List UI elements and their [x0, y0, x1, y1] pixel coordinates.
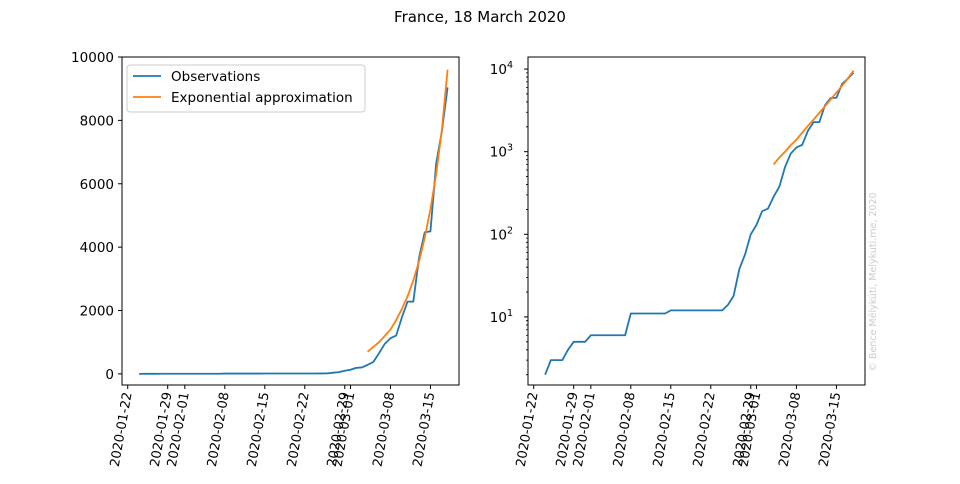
y-tick-label-base: 10 — [490, 145, 507, 161]
legend-label-exponential-approximation: Exponential approximation — [171, 90, 353, 106]
y-tick-label-base: 4000 — [80, 240, 114, 256]
y-tick-label-exponent: 2 — [507, 225, 513, 236]
y-tick-label-base: 6000 — [80, 177, 114, 193]
watermark-text: © Bence Mélykúti, Melykuti.me, 2020 — [868, 192, 879, 371]
y-tick-label-base: 0 — [105, 367, 114, 383]
y-tick-label: 10000 — [71, 50, 114, 66]
y-tick-label: 6000 — [80, 177, 114, 193]
y-tick-label-base: 10 — [490, 62, 507, 78]
y-tick-label: 2000 — [80, 304, 114, 320]
figure-title: France, 18 March 2020 — [394, 8, 566, 26]
y-tick-label-exponent: 1 — [507, 308, 513, 319]
legend-label-observations: Observations — [171, 69, 260, 85]
y-tick-label: 0 — [105, 367, 114, 383]
y-tick-label-base: 10000 — [71, 50, 114, 66]
y-tick-label-base: 10 — [490, 227, 507, 243]
y-tick-label: 4000 — [80, 240, 114, 256]
y-tick-label-exponent: 3 — [507, 143, 513, 154]
y-tick-label-exponent: 4 — [507, 60, 513, 71]
y-tick-label: 8000 — [80, 113, 114, 129]
legend: Observations Exponential approximation — [127, 65, 365, 112]
y-tick-label-base: 10 — [490, 310, 507, 326]
y-tick-label-base: 8000 — [80, 113, 114, 129]
y-tick-label-base: 2000 — [80, 304, 114, 320]
